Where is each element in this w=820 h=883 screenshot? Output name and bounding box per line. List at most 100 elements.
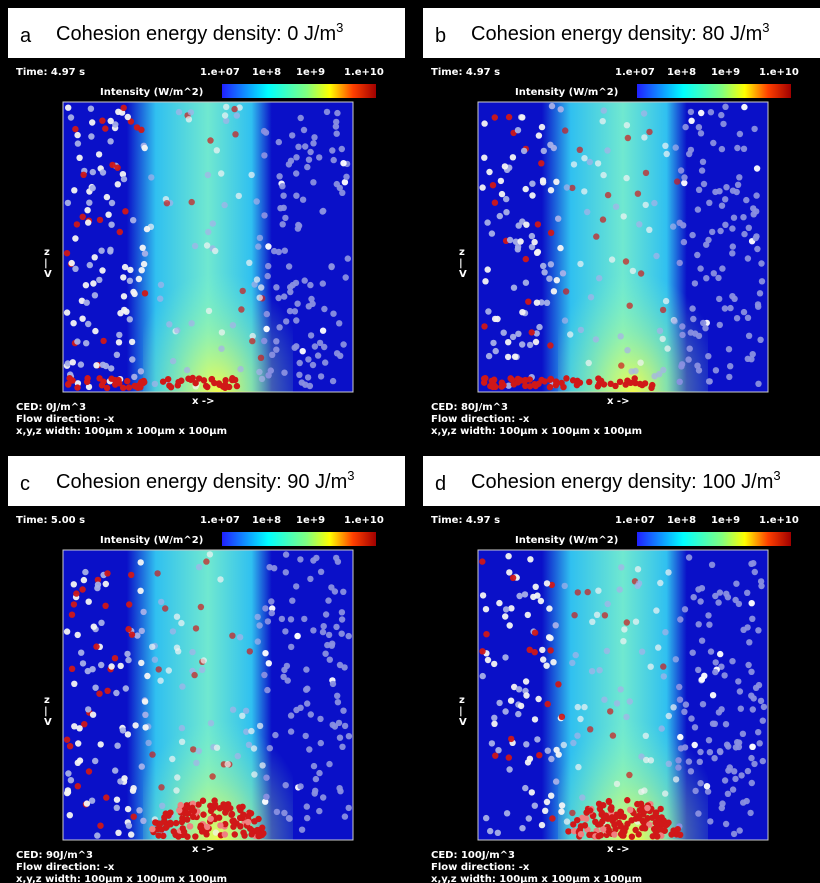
particle <box>657 805 664 813</box>
particle <box>242 707 250 714</box>
particle <box>78 297 86 304</box>
particle <box>502 613 509 620</box>
particle <box>85 320 92 328</box>
particle <box>209 220 216 227</box>
particle <box>231 376 239 384</box>
particle <box>104 687 111 694</box>
title-text: Cohesion energy density: 90 J/m <box>56 471 347 493</box>
particle <box>676 696 684 703</box>
particle <box>484 266 491 273</box>
particle <box>560 383 567 391</box>
particle <box>340 160 347 167</box>
particle <box>736 827 743 834</box>
particle <box>74 131 81 139</box>
particle <box>517 377 524 384</box>
particle <box>89 184 96 192</box>
title-superscript: 3 <box>773 468 780 483</box>
particle <box>89 119 96 126</box>
particle <box>595 833 602 840</box>
particle <box>207 815 214 822</box>
particle <box>254 613 261 621</box>
particle <box>103 384 111 392</box>
particle <box>140 817 147 824</box>
particle <box>662 297 670 305</box>
particle <box>190 746 197 753</box>
particle <box>304 163 311 171</box>
particle <box>263 793 270 800</box>
particle <box>177 801 184 809</box>
z-axis-label: | <box>44 706 48 717</box>
particle <box>755 729 762 736</box>
particle <box>533 330 540 337</box>
particle <box>155 666 162 673</box>
particle <box>316 807 323 815</box>
particle <box>329 147 336 154</box>
particle <box>183 366 191 374</box>
particle <box>749 706 756 713</box>
particle <box>74 759 82 766</box>
particle <box>115 829 122 836</box>
particle <box>531 629 539 636</box>
particle <box>113 689 120 697</box>
panel: b Cohesion energy density: 80 J/m3 Time: 4… <box>423 8 820 437</box>
particle <box>705 353 712 360</box>
particle <box>322 650 329 657</box>
particle <box>526 646 533 653</box>
particle <box>82 282 90 289</box>
particle <box>760 703 768 711</box>
particle <box>125 384 133 391</box>
particle <box>96 690 103 697</box>
particle <box>704 788 712 795</box>
particle <box>108 365 115 372</box>
particle <box>509 333 517 341</box>
particle <box>689 231 696 239</box>
particle <box>279 221 286 228</box>
particle <box>738 772 745 779</box>
particle <box>72 235 79 242</box>
particle <box>92 684 99 691</box>
particle <box>672 656 679 663</box>
particle <box>531 381 538 388</box>
z-axis-label: z <box>44 695 50 706</box>
particle <box>67 777 75 784</box>
particle <box>546 605 553 612</box>
particle <box>744 589 751 596</box>
particle <box>618 362 625 369</box>
particle <box>263 325 270 333</box>
particle <box>314 352 322 359</box>
particle <box>616 378 624 386</box>
particle <box>265 660 272 667</box>
particle <box>574 377 581 385</box>
particle <box>319 327 327 334</box>
particle <box>733 580 740 587</box>
colorbar-tick-label: 1e+8 <box>667 67 696 78</box>
particle <box>561 582 568 590</box>
particle <box>222 820 229 828</box>
particle <box>195 801 202 808</box>
particle <box>577 326 585 334</box>
particle <box>531 649 538 656</box>
particle <box>74 384 81 391</box>
particle <box>734 739 741 746</box>
particle <box>740 145 748 152</box>
particle <box>607 708 614 715</box>
particle <box>307 575 314 583</box>
particle <box>751 568 758 576</box>
particle <box>672 776 680 783</box>
particle <box>546 275 553 282</box>
particle <box>688 715 695 722</box>
particle <box>548 581 555 589</box>
particle <box>634 566 642 573</box>
particle <box>553 778 560 785</box>
colorbar-tick-label: 1e+8 <box>252 67 281 78</box>
particle <box>490 339 497 347</box>
particle <box>618 564 625 571</box>
particle <box>138 763 145 770</box>
particle <box>282 782 289 789</box>
particle <box>732 596 739 604</box>
particle <box>162 605 169 612</box>
particle <box>576 146 583 153</box>
particle <box>533 249 541 256</box>
particle <box>239 712 246 719</box>
particle <box>522 784 529 792</box>
